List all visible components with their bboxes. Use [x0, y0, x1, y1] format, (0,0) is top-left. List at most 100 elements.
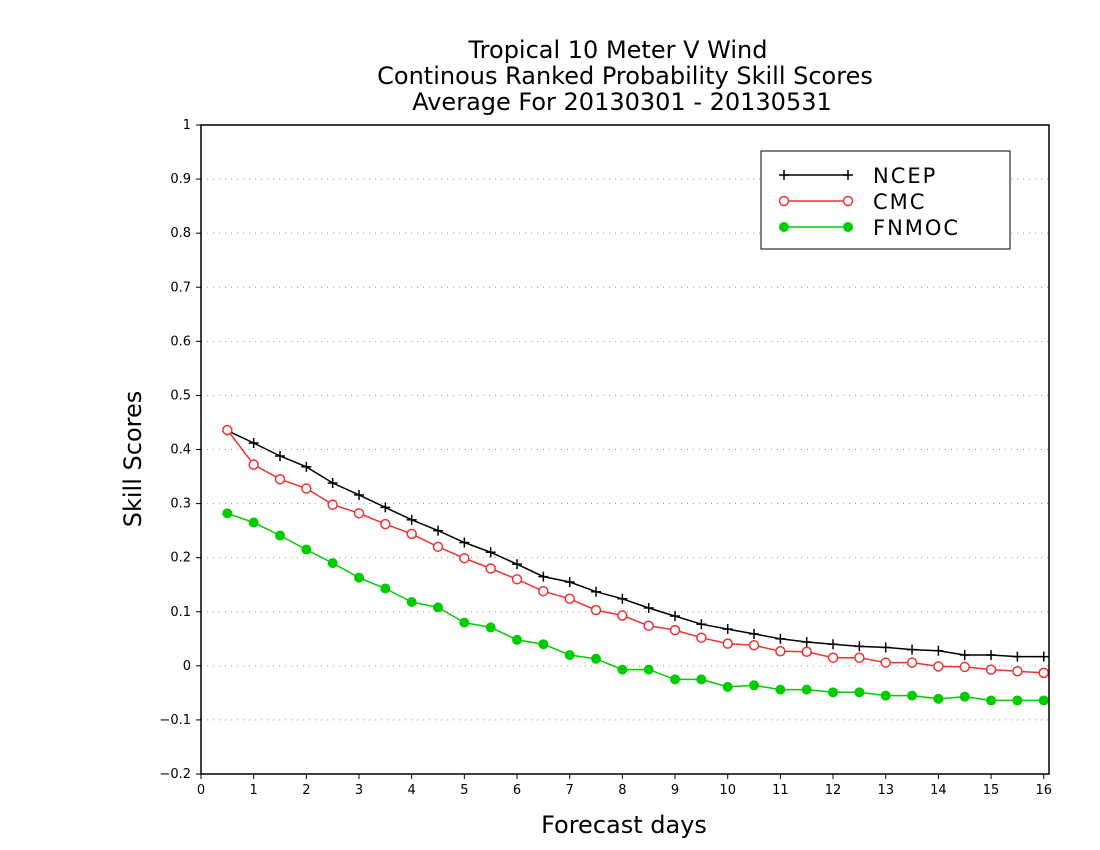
data-point-cmc	[590, 604, 602, 616]
data-point-cmc	[301, 483, 312, 494]
x-tick-label: 7	[566, 783, 574, 798]
data-point-fnmoc	[538, 639, 549, 650]
chart-title-line-2: Continous Ranked Probability Skill Score…	[377, 62, 873, 90]
x-tick-label: 3	[355, 783, 363, 798]
data-point-cmc	[933, 661, 944, 672]
data-point-cmc	[959, 661, 970, 673]
data-point-ncep	[1012, 651, 1023, 662]
x-tick-label: 13	[877, 783, 894, 798]
data-point-fnmoc	[512, 634, 523, 645]
data-point-ncep	[959, 650, 970, 661]
y-tick-label: 0	[183, 659, 191, 674]
legend-marker-start	[779, 170, 789, 180]
x-tick-label: 10	[719, 783, 736, 798]
data-point-fnmoc	[801, 684, 812, 695]
x-tick-label: 12	[825, 783, 842, 798]
data-point-fnmoc	[1038, 695, 1049, 706]
data-point-cmc	[669, 624, 681, 636]
data-point-cmc	[906, 657, 918, 668]
data-point-fnmoc	[933, 693, 944, 704]
data-point-fnmoc	[670, 674, 681, 685]
data-point-cmc	[380, 518, 391, 530]
data-point-ncep	[406, 514, 417, 525]
x-tick-label: 14	[930, 783, 947, 798]
series-line-fnmoc	[227, 512, 1044, 702]
data-point-ncep	[564, 577, 575, 588]
data-point-ncep	[696, 619, 707, 630]
grid	[201, 178, 1049, 721]
data-point-cmc	[1012, 665, 1023, 677]
data-point-cmc	[511, 574, 523, 585]
data-point-cmc	[406, 528, 417, 540]
data-point-cmc	[722, 638, 733, 649]
data-point-cmc	[485, 563, 496, 574]
legend-item-ncep: NCEP	[779, 164, 935, 188]
y-tick-label: −0.2	[159, 767, 191, 782]
data-point-ncep	[301, 461, 312, 472]
y-tick-label: 0.4	[170, 443, 191, 458]
data-point-fnmoc	[275, 530, 286, 541]
series-line-cmc	[226, 429, 1044, 674]
legend-box	[760, 150, 1011, 250]
data-point-fnmoc	[459, 617, 470, 628]
x-tick-label: 0	[197, 783, 205, 798]
data-point-cmc	[775, 645, 786, 657]
data-point-fnmoc	[327, 558, 338, 569]
data-point-ncep	[986, 650, 997, 661]
legend-label-cmc: CMC	[873, 190, 926, 214]
chart-title-line-3: Average For 20130301 - 20130531	[412, 88, 832, 116]
data-point-fnmoc	[959, 691, 970, 702]
data-point-fnmoc	[907, 690, 918, 701]
data-point-ncep	[775, 633, 786, 644]
axis-ticks: −0.2−0.100.10.20.30.40.50.60.70.80.910 1 2…	[159, 118, 1052, 798]
data-point-ncep	[380, 502, 391, 513]
y-tick-label: 0.9	[170, 172, 191, 187]
y-tick-label: 0.2	[170, 551, 191, 566]
data-point-ncep	[275, 450, 286, 461]
data-point-fnmoc	[380, 583, 391, 594]
y-tick-label: 1	[183, 118, 191, 133]
data-point-ncep	[933, 645, 944, 656]
series-cmc	[222, 424, 1049, 679]
data-point-cmc	[459, 552, 470, 564]
data-point-cmc	[985, 664, 997, 675]
data-point-ncep	[327, 478, 338, 489]
legend-marker-end	[843, 170, 853, 180]
legend-item-fnmoc: FNMOC	[779, 216, 958, 240]
data-point-ncep	[828, 639, 839, 650]
data-point-ncep	[617, 593, 628, 604]
y-axis-label: Skill Scores	[119, 391, 147, 528]
data-point-fnmoc	[722, 681, 733, 692]
data-point-fnmoc	[433, 602, 444, 613]
data-point-fnmoc	[301, 544, 312, 555]
data-point-fnmoc	[854, 687, 865, 698]
data-point-ncep	[485, 547, 496, 558]
legend-marker-start	[779, 222, 789, 232]
data-point-fnmoc	[248, 517, 259, 528]
data-point-fnmoc	[880, 690, 891, 701]
legend-marker-end	[843, 222, 853, 232]
legend-marker-end	[842, 195, 854, 207]
y-tick-label: 0.6	[170, 334, 191, 349]
data-point-cmc	[353, 508, 365, 519]
data-point-cmc	[617, 610, 628, 621]
data-point-ncep	[591, 586, 602, 597]
x-tick-label: 2	[302, 783, 310, 798]
data-point-cmc	[880, 657, 891, 668]
data-point-fnmoc	[617, 664, 628, 675]
data-point-ncep	[459, 537, 470, 548]
data-point-ncep	[670, 611, 681, 622]
x-tick-label: 1	[250, 783, 258, 798]
data-point-fnmoc	[406, 597, 417, 608]
data-point-cmc	[748, 640, 760, 651]
data-point-ncep	[907, 644, 918, 655]
series-line-ncep	[226, 429, 1044, 658]
data-point-fnmoc	[828, 687, 839, 698]
y-tick-label: 0.5	[170, 388, 191, 403]
y-tick-label: 0.1	[170, 605, 191, 620]
data-point-cmc	[327, 499, 338, 510]
legend-item-cmc: CMC	[778, 190, 926, 214]
data-point-ncep	[801, 637, 812, 648]
data-point-ncep	[854, 641, 865, 652]
